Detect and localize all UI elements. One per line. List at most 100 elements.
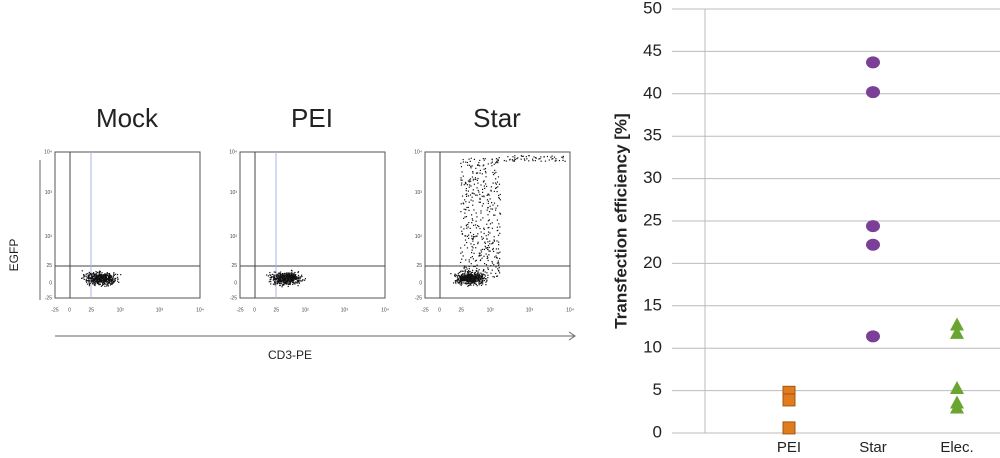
event-dot [294,271,296,274]
event-dot [85,279,88,281]
event-dot [472,189,474,191]
event-dot [467,278,469,280]
event-dot [546,155,549,158]
event-dot [461,275,464,277]
data-point [866,86,880,99]
event-dot [471,237,473,240]
event-dot [488,219,490,221]
event-dot [287,280,290,282]
event-dot [551,155,553,157]
event-dot [105,279,107,281]
event-dot [274,282,276,284]
event-dot [489,198,491,200]
event-dot [470,275,472,277]
event-dot [554,160,556,162]
event-dot [480,284,483,286]
event-dot [463,184,465,186]
event-dot [279,277,281,279]
event-dot [86,281,88,283]
event-dot [461,171,463,173]
event-dot [487,259,489,262]
event-dot [464,269,466,271]
event-dot [478,273,480,275]
event-dot [279,275,281,278]
event-dot [292,277,294,279]
event-dot [276,281,279,283]
event-dot [533,156,535,158]
event-dot [562,157,564,159]
event-dot [468,209,470,211]
event-dot [273,276,275,278]
event-dot [476,179,478,181]
event-dot [293,272,295,274]
event-dot [486,223,488,225]
event-dot [481,257,483,259]
event-dot [102,277,104,279]
event-dot [483,180,485,182]
event-dot [272,276,274,278]
event-dot [467,190,470,192]
event-dot [460,279,462,282]
y-tick-label: 15 [643,295,662,314]
event-dot [463,279,465,281]
event-dot [297,277,300,279]
event-dot [495,187,497,189]
event-dot [459,276,461,278]
event-dot [469,275,471,278]
event-dot [489,243,491,245]
event-dot [464,275,466,277]
event-dot [279,274,282,276]
event-dot [454,280,456,282]
event-dot [540,156,542,158]
event-dot [88,285,91,287]
event-dot [478,201,480,203]
event-dot [95,273,97,275]
event-dot [466,277,469,280]
event-dot [295,276,297,278]
event-dot [288,282,290,284]
event-dot [98,271,101,274]
event-dot [477,279,479,281]
event-dot [275,275,277,277]
event-dot [478,280,481,282]
event-dot [505,160,507,162]
event-dot [471,277,473,279]
event-dot [487,234,489,236]
event-dot [482,237,485,239]
event-dot [491,243,493,245]
event-dot [472,236,475,238]
event-dot [279,273,281,275]
event-dot [272,279,274,281]
event-dot [96,282,98,285]
event-dot [487,220,490,222]
event-dot [498,194,500,197]
event-dot [465,224,468,226]
event-dot [496,262,499,264]
event-dot [114,279,116,281]
event-dot [464,272,466,275]
event-dot [487,267,489,269]
event-dot [470,214,473,216]
event-dot [109,275,111,277]
event-dot [494,214,496,216]
event-dot [478,255,480,257]
event-dot [286,276,288,278]
event-dot [487,207,489,209]
x-tick-label: 10⁴ [566,307,574,313]
event-dot [104,281,106,283]
y-tick-label: 10² [415,234,423,240]
event-dot [498,197,500,200]
event-dot [470,276,473,278]
event-dot [481,277,483,279]
event-dot [487,248,489,250]
event-dot [544,160,547,162]
event-dot [497,265,500,267]
event-dot [470,272,472,274]
event-dot [91,273,93,275]
event-dot [286,273,288,275]
event-dot [111,280,114,282]
event-dot [294,275,296,277]
event-dot [280,279,282,281]
event-dot [473,252,475,254]
event-dot [480,282,483,284]
